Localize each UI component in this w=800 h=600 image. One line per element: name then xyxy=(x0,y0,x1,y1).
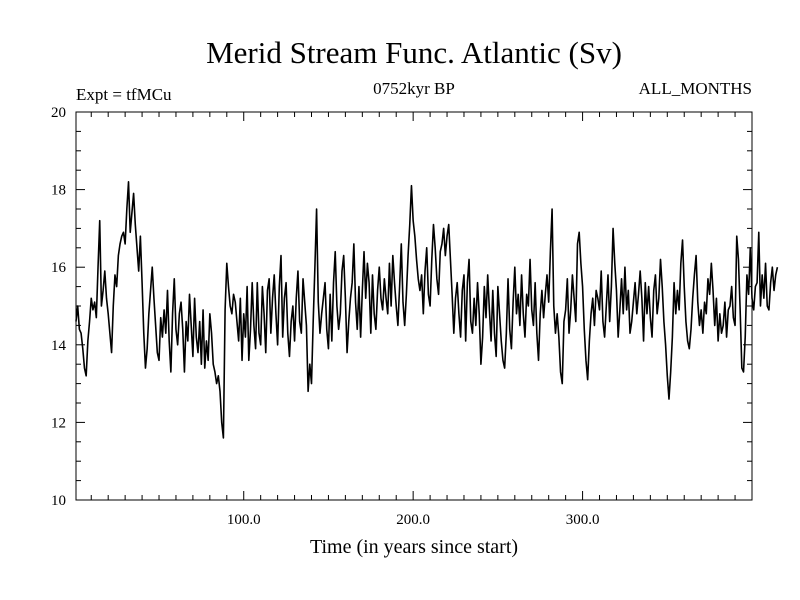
plot-area xyxy=(75,181,779,439)
axis-ticks xyxy=(76,111,752,501)
y-tick-label: 14 xyxy=(51,338,67,354)
chart-title: Merid Stream Func. Atlantic (Sv) xyxy=(206,35,622,70)
y-tick-label: 18 xyxy=(51,183,66,199)
y-tick-label: 10 xyxy=(51,493,66,509)
period-label: 0752kyr BP xyxy=(373,79,455,98)
x-tick-label: 200.0 xyxy=(396,512,430,528)
plot-frame xyxy=(75,111,753,501)
y-tick-label: 20 xyxy=(51,105,66,121)
series-line-0 xyxy=(75,181,779,439)
y-tick-label: 16 xyxy=(51,260,67,276)
y-tick-label: 12 xyxy=(51,415,66,431)
months-label: ALL_MONTHS xyxy=(639,79,752,98)
x-tick-label: 300.0 xyxy=(566,512,600,528)
x-axis-label: Time (in years since start) xyxy=(310,536,518,558)
x-tick-label: 100.0 xyxy=(227,512,261,528)
axis-tick-labels: 10 12 14 16 18 20 100.0 200.0 300.0 xyxy=(51,105,599,528)
experiment-label: Expt = tfMCu xyxy=(76,85,172,104)
